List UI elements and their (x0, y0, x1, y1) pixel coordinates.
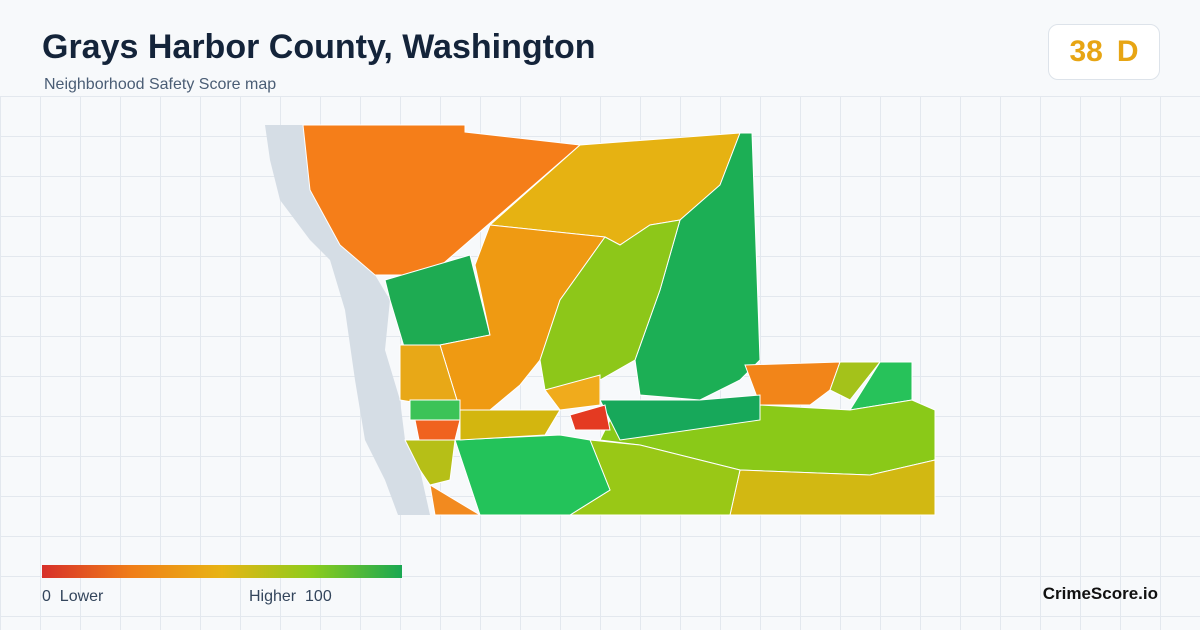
score-badge: 38 D (1048, 24, 1160, 80)
region (599, 394, 761, 441)
legend-max: Higher 100 (249, 588, 332, 606)
legend-max-label: Higher (249, 588, 297, 605)
region (569, 404, 611, 431)
legend-gradient (42, 565, 402, 578)
score: 38 (1069, 35, 1103, 68)
region (404, 439, 456, 486)
legend-min-value: 0 (42, 588, 51, 605)
region (459, 409, 561, 441)
legend-min: 0 Lower (42, 588, 103, 606)
title: Grays Harbor County, Washington (42, 28, 596, 66)
subtitle: Neighborhood Safety Score map (44, 76, 277, 93)
grade: D (1116, 35, 1139, 68)
region (544, 374, 601, 411)
region (409, 399, 461, 421)
region (539, 219, 681, 391)
legend-max-value: 100 (305, 588, 332, 605)
region (454, 434, 611, 516)
legend-min-label: Lower (59, 588, 104, 605)
region (829, 361, 882, 401)
region (429, 484, 482, 516)
coastline (265, 125, 430, 515)
region (634, 132, 761, 401)
brand: CrimeScore.io (1042, 584, 1158, 603)
